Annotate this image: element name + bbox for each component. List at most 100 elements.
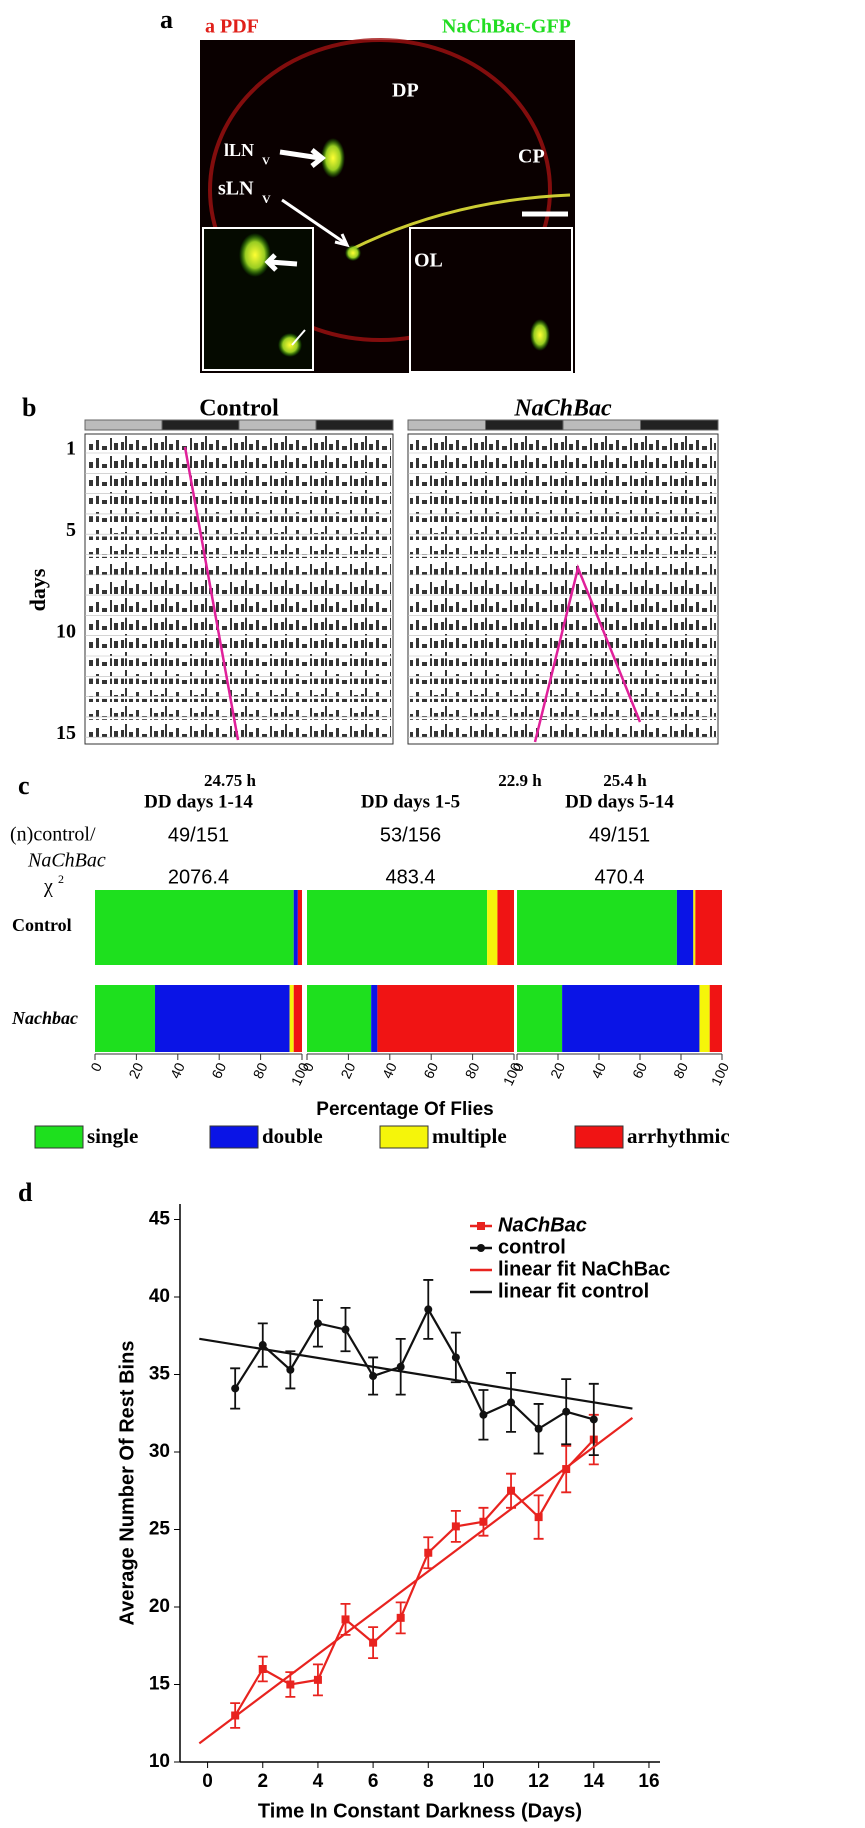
cell-label-sub: V: [262, 192, 271, 206]
activity-row: [410, 455, 716, 474]
category-label: Control: [12, 915, 72, 935]
day-tick-label: 5: [66, 519, 76, 541]
point: [562, 1465, 571, 1474]
panel-title: DD days 1-14: [144, 791, 253, 812]
projection: [349, 193, 571, 252]
bar-segment: [95, 985, 156, 1052]
legend-swatch: [574, 1125, 624, 1149]
point: [396, 1362, 405, 1371]
x-tick-label: 80: [670, 1060, 691, 1081]
point: [286, 1680, 295, 1689]
x-tick-label: 80: [462, 1060, 483, 1081]
activity-row: [87, 516, 391, 535]
point: [313, 1675, 322, 1684]
point: [286, 1365, 295, 1374]
region-label: OL: [414, 250, 443, 272]
x-tick-label: 20: [547, 1060, 568, 1081]
x-tick-label: 10: [473, 1771, 494, 1792]
x-tick-label: 60: [208, 1060, 229, 1081]
activity-row: [87, 658, 391, 677]
activity-row: [410, 597, 716, 616]
arrow: [264, 253, 298, 272]
point: [451, 1522, 460, 1531]
bar-segment: [693, 890, 696, 965]
activity-row: [410, 475, 716, 494]
period-label: 24.75 h: [204, 771, 257, 790]
actogram-title: Control: [199, 396, 279, 422]
point: [479, 1517, 488, 1526]
bar-segment: [307, 890, 488, 965]
cell-cluster: [345, 245, 361, 261]
x-tick-label: 8: [423, 1771, 434, 1792]
data-line: [234, 1438, 595, 1717]
x-tick-label: 40: [588, 1060, 609, 1081]
point: [313, 1319, 322, 1328]
bar-segment: [289, 985, 294, 1052]
ld-bar: [562, 419, 641, 431]
stain-label: a PDF: [205, 16, 259, 38]
x-tick-label: 4: [313, 1771, 324, 1792]
x-tick-label: 40: [379, 1060, 400, 1081]
activity-row: [87, 617, 391, 636]
bar-segment: [517, 890, 677, 965]
bar-segment: [293, 890, 298, 965]
data-line: [234, 1307, 595, 1431]
cell-label: lLN: [224, 140, 254, 160]
bar-segment: [371, 985, 378, 1052]
y-tick-label: 20: [149, 1596, 170, 1617]
actogram-frame: [407, 433, 719, 745]
legend-swatch: [34, 1125, 84, 1149]
bar-segment: [377, 985, 514, 1052]
activity-row: [87, 719, 391, 738]
point: [562, 1407, 571, 1416]
ld-bar: [238, 419, 317, 431]
bar-segment: [297, 890, 302, 965]
point: [589, 1415, 598, 1424]
legend-marker: [477, 1244, 485, 1252]
y-tick-label: 40: [149, 1286, 170, 1307]
y-tick-label: 15: [149, 1674, 171, 1695]
x-tick-label: 14: [583, 1771, 605, 1792]
ld-bar: [315, 419, 394, 431]
activity-row: [410, 698, 716, 717]
chi2-value: 470.4: [594, 866, 644, 888]
chi2-value: 483.4: [385, 866, 435, 888]
activity-row: [87, 475, 391, 494]
ld-bar: [485, 419, 564, 431]
y-axis-label: Average Number Of Rest Bins: [116, 1341, 138, 1626]
bar-segment: [517, 985, 563, 1052]
legend-label: linear fit NaChBac: [498, 1258, 670, 1280]
bar-segment: [676, 890, 694, 965]
bar-segment: [307, 985, 372, 1052]
point: [424, 1305, 433, 1314]
bar-segment: [709, 985, 722, 1052]
x-tick-label: 60: [629, 1060, 650, 1081]
fit-line: [198, 1417, 634, 1745]
y-tick-label: 25: [149, 1519, 171, 1540]
period-label: 22.9 h: [498, 771, 542, 790]
activity-row: [410, 435, 716, 453]
chi2-value: 2076.4: [168, 866, 229, 888]
activity-row: [87, 536, 391, 555]
panel-title: DD days 1-5: [361, 791, 460, 812]
bar-segment: [293, 985, 302, 1052]
period-label: 25.4 h: [603, 771, 647, 790]
point: [424, 1548, 433, 1557]
fit-line: [199, 1337, 633, 1410]
x-tick-label: 100: [708, 1060, 732, 1088]
row-header: χ: [43, 876, 53, 898]
point: [341, 1325, 350, 1334]
x-tick-label: 6: [368, 1771, 379, 1792]
bar-segment: [155, 985, 290, 1052]
point: [258, 1665, 267, 1673]
x-axis-label: Time In Constant Darkness (Days): [258, 1800, 582, 1822]
y-axis-label: days: [25, 568, 50, 611]
ld-bar: [407, 419, 486, 431]
y-tick-label: 30: [149, 1441, 170, 1462]
panel-title: DD days 5-14: [565, 791, 674, 812]
day-tick-label: 15: [56, 722, 76, 744]
point: [451, 1353, 460, 1362]
bar-segment: [95, 890, 294, 965]
arrow: [291, 329, 306, 346]
